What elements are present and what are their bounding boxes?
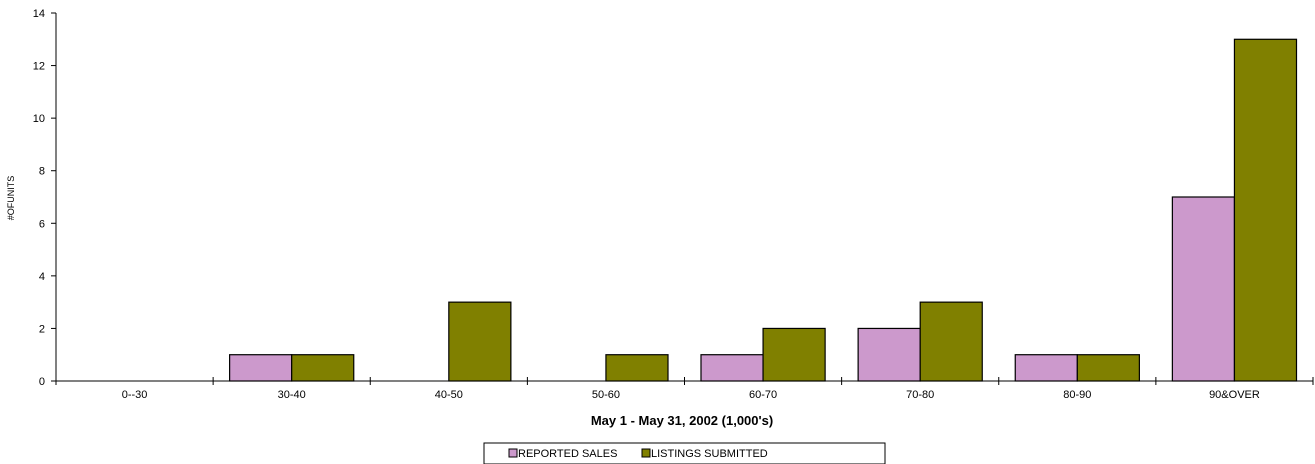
bar-listings-submitted — [919, 301, 983, 382]
y-tick-label: 12 — [33, 61, 45, 73]
y-tick-label: 14 — [33, 8, 45, 20]
legend-label: LISTINGS SUBMITTED — [651, 448, 768, 460]
bar-reported-sales — [1014, 354, 1078, 382]
y-tick-label: 0 — [39, 376, 45, 388]
bars-group — [229, 38, 1298, 382]
bar-reported-sales — [1171, 196, 1236, 382]
x-tick-label: 90&OVER — [1209, 389, 1260, 401]
y-tick-label: 8 — [39, 166, 45, 178]
bar-listings-submitted — [762, 327, 826, 382]
bar-listings-submitted — [1076, 354, 1140, 382]
bar-reported-sales — [700, 354, 764, 382]
y-tick-label: 4 — [39, 271, 45, 283]
x-tick-label: 80-90 — [1063, 389, 1091, 401]
x-tick-label: 60-70 — [749, 389, 777, 401]
bar-listings-submitted — [448, 301, 512, 382]
x-axis-label: May 1 - May 31, 2002 (1,000's) — [591, 413, 773, 428]
legend: REPORTED SALES LISTINGS SUBMITTED — [483, 442, 886, 464]
legend-box — [483, 442, 886, 464]
y-tick-label: 6 — [39, 218, 45, 230]
bar-reported-sales — [857, 327, 921, 382]
x-tick-label: 40-50 — [435, 389, 463, 401]
legend-swatch — [508, 448, 518, 458]
bar-listings-submitted — [605, 354, 669, 382]
bar-reported-sales — [229, 354, 293, 382]
x-tick-label: 50-60 — [592, 389, 620, 401]
legend-swatch — [641, 448, 651, 458]
y-tick-label: 2 — [39, 323, 45, 335]
bar-listings-submitted — [291, 354, 355, 382]
y-axis-label: #OFUNITS — [6, 176, 16, 221]
legend-label: REPORTED SALES — [518, 448, 617, 460]
x-tick-label: 0--30 — [122, 389, 148, 401]
x-tick-label: 30-40 — [278, 389, 306, 401]
x-tick-label: 70-80 — [906, 389, 934, 401]
bar-listings-submitted — [1233, 38, 1298, 382]
axes-group — [51, 12, 1314, 385]
y-tick-label: 10 — [33, 113, 45, 125]
labels-group: 0 2 4 6 8 10 12 14 0--30 30-40 40-50 50-60 60-70 70-8… — [33, 8, 1260, 401]
